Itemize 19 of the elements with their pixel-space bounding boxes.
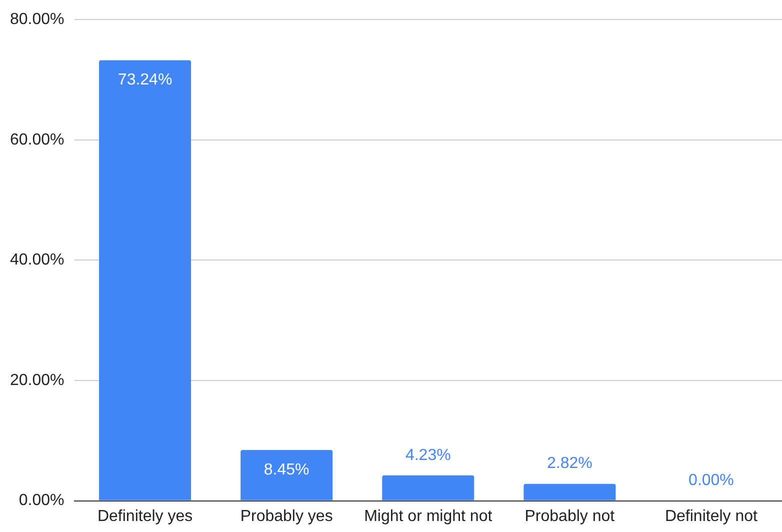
y-tick-label: 20.00% bbox=[10, 372, 64, 389]
data-label: 0.00% bbox=[688, 472, 734, 490]
bar bbox=[99, 60, 192, 500]
data-label: 2.82% bbox=[546, 455, 592, 472]
bar bbox=[382, 475, 474, 500]
data-label: 73.24% bbox=[118, 72, 172, 89]
y-tick-label: 60.00% bbox=[10, 131, 64, 148]
x-tick-label: Definitely not bbox=[664, 508, 758, 525]
y-tick-label: 0.00% bbox=[18, 492, 64, 510]
x-tick-label: Probably yes bbox=[240, 508, 333, 525]
x-tick-label: Definitely yes bbox=[97, 508, 193, 525]
data-label: 4.23% bbox=[405, 446, 451, 464]
x-tick-label: Might or might not bbox=[364, 508, 493, 525]
x-tick-label: Probably not bbox=[524, 508, 616, 525]
bar bbox=[524, 484, 616, 500]
y-tick-label: 80.00% bbox=[10, 11, 64, 28]
bar bbox=[240, 450, 333, 500]
y-tick-label: 40.00% bbox=[10, 252, 64, 269]
data-label: 8.45% bbox=[264, 461, 310, 478]
